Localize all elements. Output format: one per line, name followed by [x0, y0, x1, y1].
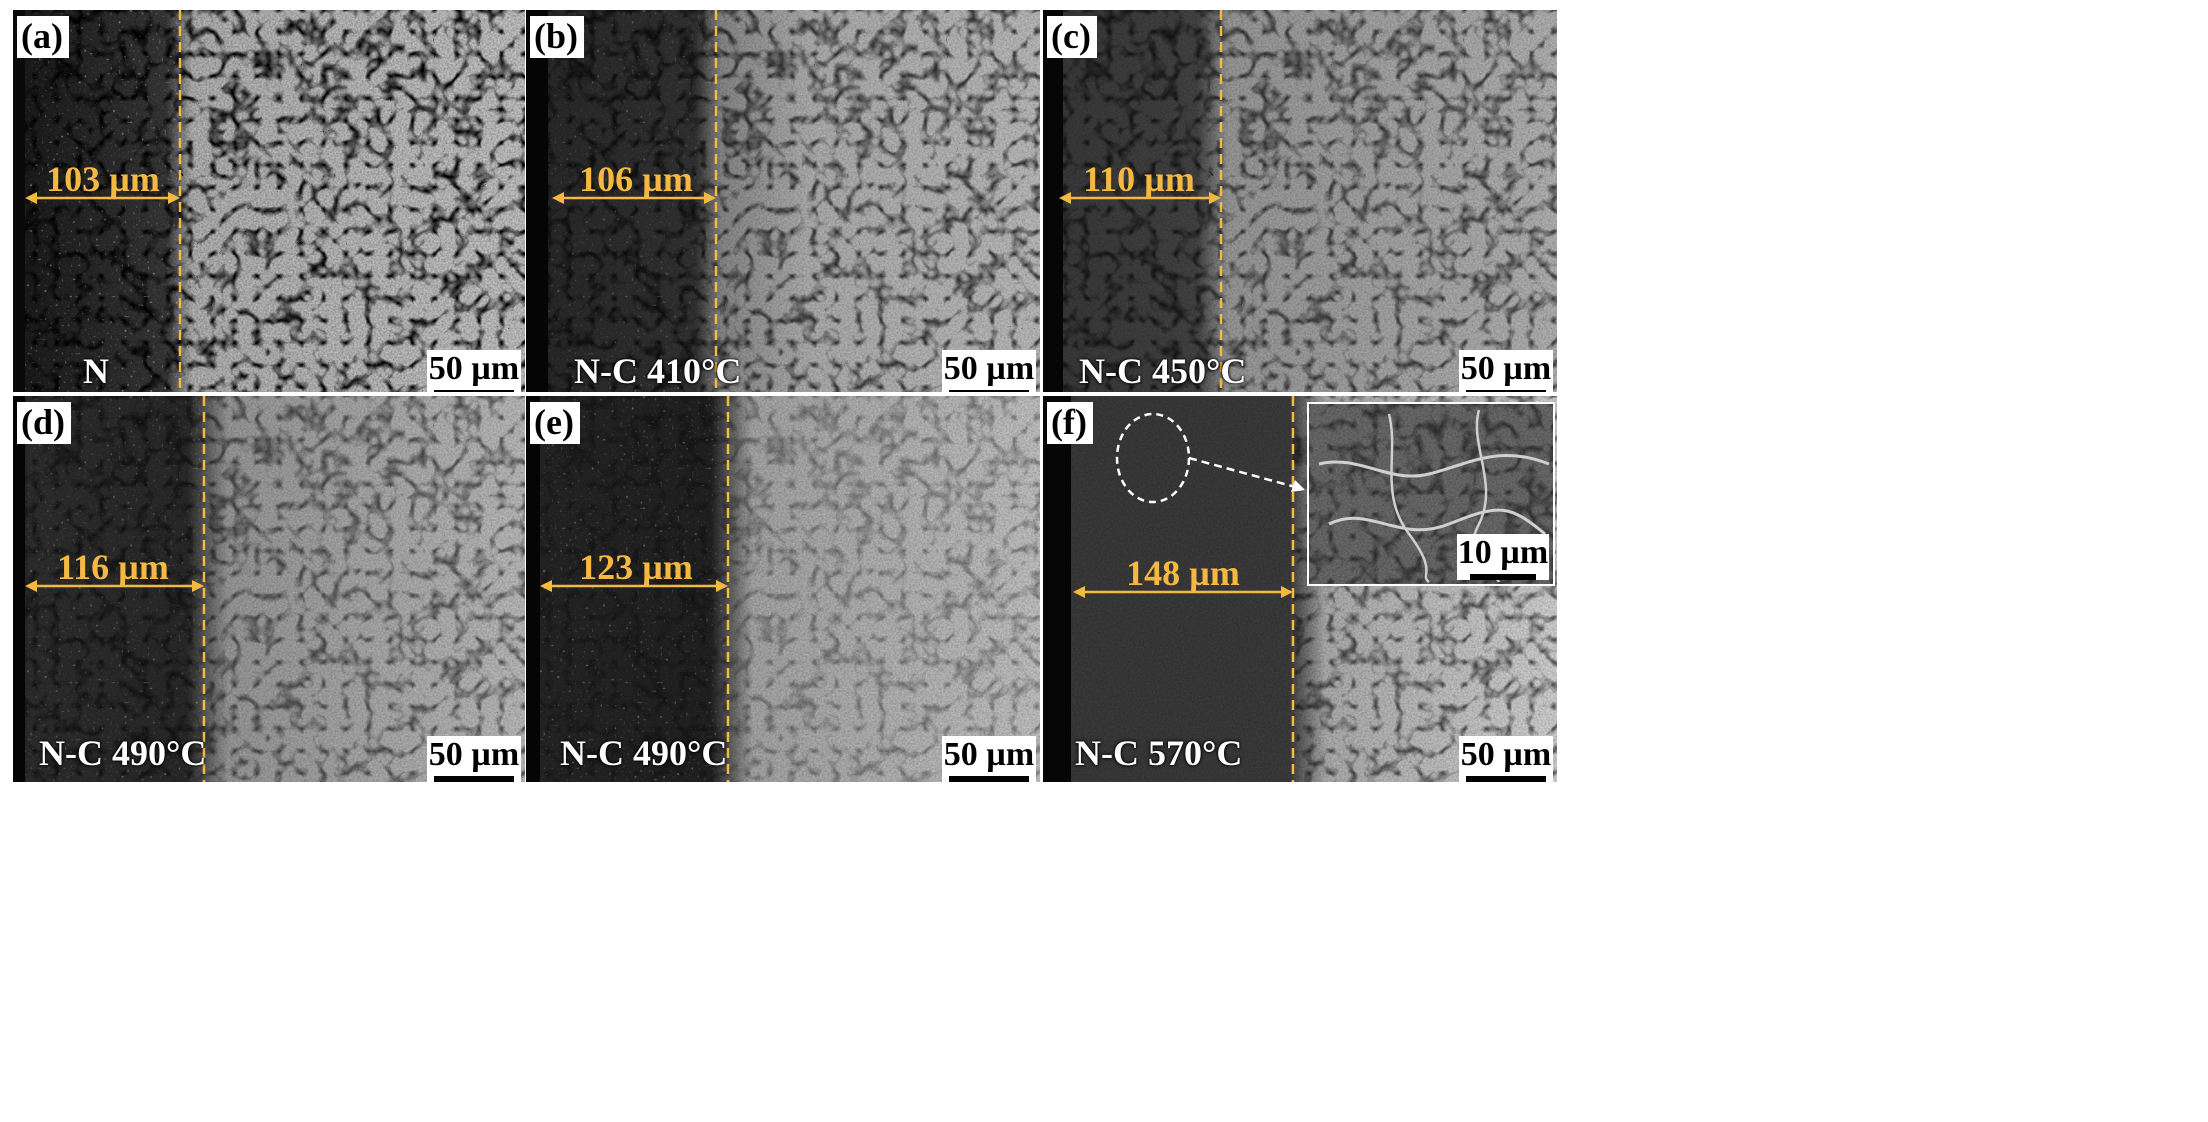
depth-label: 110 µm	[1083, 159, 1195, 199]
micrograph-d	[13, 396, 525, 782]
panel-d: (d) 116 µm N-C 490°C 50 µm	[13, 396, 525, 782]
scale-bar: 50 µm	[942, 736, 1036, 782]
sample-label: N-C 450°C	[1079, 351, 1247, 391]
micrograph-c	[1043, 10, 1557, 392]
depth-label: 116 µm	[57, 547, 169, 587]
panel-label: (d)	[17, 402, 71, 444]
sample-label: N	[83, 351, 109, 391]
panel-label: (a)	[17, 16, 69, 58]
scale-bar: 50 µm	[942, 350, 1036, 392]
panel-label: (b)	[530, 16, 584, 58]
depth-label: 123 µm	[579, 547, 693, 587]
inset-scale-bar: 10 µm	[1457, 534, 1549, 580]
panel-label: (f)	[1047, 402, 1093, 444]
panel-c: (c) 110 µm N-C 450°C 50 µm	[1043, 10, 1557, 392]
panel-label: (c)	[1047, 16, 1097, 58]
micrograph-b	[526, 10, 1040, 392]
panel-e: (e) 123 µm N-C 490°C 50 µm	[526, 396, 1040, 782]
micrograph-e	[526, 396, 1040, 782]
depth-label: 106 µm	[579, 159, 693, 199]
scale-bar: 50 µm	[427, 736, 521, 782]
zoom-inset: 10 µm	[1307, 402, 1555, 586]
panel-f: (f) 148 µm N-C 570°C 10 µm 50 µm	[1043, 396, 1557, 782]
sample-label: N-C 410°C	[574, 351, 742, 391]
depth-label: 148 µm	[1126, 553, 1240, 593]
scale-bar: 50 µm	[427, 350, 521, 392]
sample-label: N-C 490°C	[39, 733, 207, 773]
sample-label: N-C 570°C	[1075, 733, 1243, 773]
sample-label: N-C 490°C	[560, 733, 728, 773]
micrograph-a	[13, 10, 525, 392]
zoom-pointer	[1188, 456, 1300, 490]
scale-bar: 50 µm	[1459, 350, 1553, 392]
panel-label: (e)	[530, 402, 580, 444]
depth-label: 103 µm	[46, 159, 160, 199]
scale-bar: 50 µm	[1459, 736, 1553, 782]
panel-b: (b) 106 µm N-C 410°C 50 µm	[526, 10, 1040, 392]
panel-a: (a) 103 µm N 50 µm	[13, 10, 525, 392]
